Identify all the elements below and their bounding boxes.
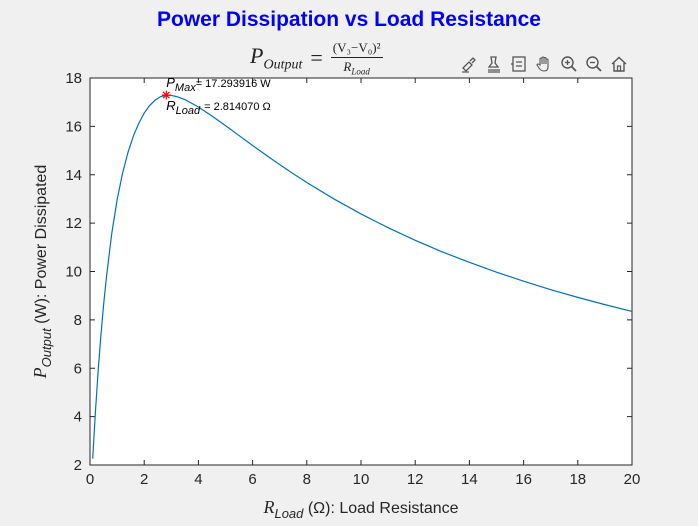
subtitle-fraction: (V₃−V₀)² RLoad (330, 40, 383, 77)
x-tick-label: 0 (86, 471, 94, 488)
annotation-pmax-symbol: P (166, 75, 175, 90)
annotation-pmax-subscript: Max (175, 82, 196, 94)
subtitle-lhs: POutput (250, 42, 303, 73)
x-tick-label: 16 (515, 471, 532, 488)
axes-background (89, 77, 633, 466)
y-tick-label: 12 (65, 215, 82, 232)
y-tick-label: 14 (65, 167, 82, 184)
home-icon (611, 56, 626, 72)
x-tick-label: 12 (407, 471, 424, 488)
axis-ticks (89, 77, 633, 466)
y-tick-label: 8 (74, 312, 82, 329)
y-tick-label: 10 (65, 264, 82, 281)
x-axis-label-rest: (Ω): Load Resistance (303, 500, 458, 517)
x-axis-label: RLoad (Ω): Load Resistance (262, 497, 458, 521)
y-axis-label-rest: (W): Power Dissipated (33, 165, 50, 329)
x-axis-label-subscript: Load (274, 506, 304, 521)
axes-toolbar (458, 52, 629, 76)
y-axis-label-subscript: Output (39, 327, 54, 367)
legend-button[interactable] (508, 54, 529, 75)
x-tick-label: 8 (303, 471, 311, 488)
y-tick-label: 4 (74, 409, 82, 426)
annotation-rload: RLoad = 2.814070 Ω (166, 98, 271, 117)
pan-hand-icon (535, 56, 549, 72)
max-marker-stroke (162, 91, 170, 99)
chart-subtitle-equation: POutput = (V₃−V₀)² RLoad (250, 38, 383, 78)
y-tick-label: 18 (65, 70, 82, 87)
x-tick-label: 10 (353, 471, 370, 488)
x-tick-label: 2 (140, 471, 148, 488)
chart-title: Power Dissipation vs Load Resistance (157, 8, 541, 31)
x-tick-label: 14 (461, 471, 478, 488)
y-tick-label: 2 (74, 457, 82, 474)
annotation-pmax-value: = 17.293916 W (196, 78, 272, 90)
zoom-out-button[interactable] (583, 54, 604, 75)
subtitle-numerator: (V₃−V₀)² (330, 40, 383, 58)
zoom-out-icon (585, 56, 602, 72)
brush-button[interactable] (458, 54, 479, 75)
power-curve-line (92, 94, 633, 459)
x-tick-label: 20 (624, 471, 641, 488)
data-tips-button[interactable] (483, 54, 504, 75)
pan-button[interactable] (533, 54, 554, 75)
annotation-rload-value: = 2.814070 Ω (204, 101, 271, 113)
subtitle-denominator: RLoad (343, 58, 370, 77)
annotation-rload-subscript: Load (176, 105, 201, 117)
y-tick-label: 6 (74, 360, 82, 377)
restore-view-button[interactable] (608, 54, 629, 75)
y-axis-label-symbol: P (30, 367, 50, 379)
brush-icon (461, 57, 476, 73)
y-tick-label: 16 (65, 118, 82, 135)
zoom-in-icon (560, 56, 577, 72)
y-axis-label: POutput (W): Power Dissipated (30, 165, 54, 380)
x-axis-label-symbol: R (262, 497, 274, 517)
data-tips-icon (487, 56, 500, 73)
zoom-in-button[interactable] (558, 54, 579, 75)
max-power-marker (161, 90, 171, 100)
legend-icon (510, 56, 526, 72)
x-tick-label: 18 (569, 471, 586, 488)
x-tick-label: 6 (248, 471, 256, 488)
x-tick-label: 4 (194, 471, 202, 488)
annotation-pmax: PMax= 17.293916 W (166, 75, 271, 94)
annotation-rload-symbol: R (166, 98, 175, 113)
subtitle-equals: = (310, 45, 323, 70)
